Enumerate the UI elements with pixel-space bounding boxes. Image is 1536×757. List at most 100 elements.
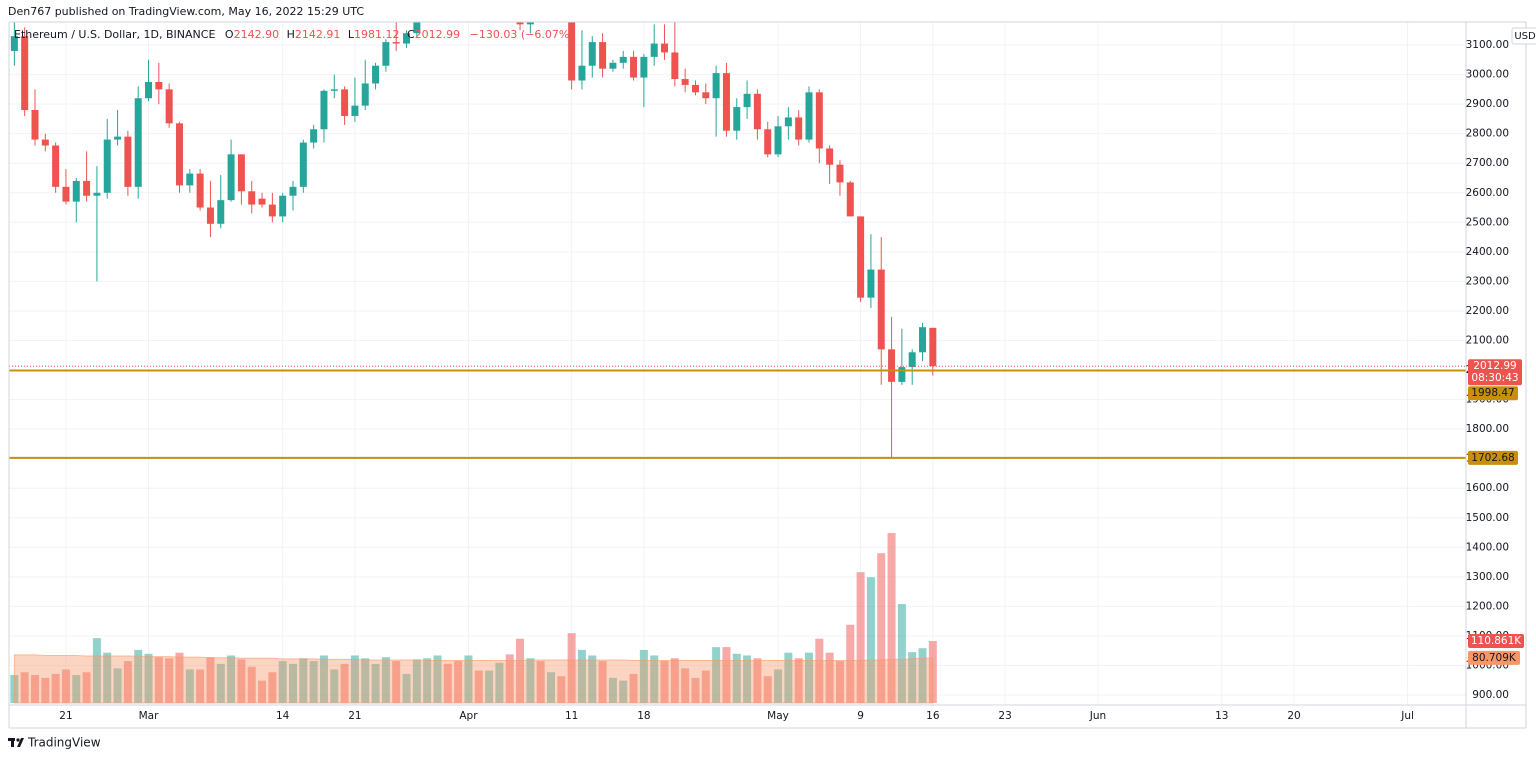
volume-bar — [350, 655, 359, 703]
candle-body — [206, 207, 214, 224]
volume-bar — [412, 659, 421, 703]
volume-bar — [144, 653, 153, 703]
volume-bar — [866, 577, 875, 703]
volume-bar — [392, 661, 401, 703]
x-tick-label: 18 — [637, 710, 650, 722]
symbol: Ethereum / U.S. Dollar, 1D, BINANCE — [14, 28, 215, 41]
volume-bar — [227, 655, 236, 703]
volume-bar — [701, 670, 710, 703]
candle-body — [630, 56, 638, 78]
candle-body — [805, 92, 813, 140]
y-tick-label: 2600.00 — [1466, 187, 1509, 199]
volume-bar — [567, 633, 576, 703]
volume-bar — [784, 652, 793, 703]
volume-box — [1468, 634, 1524, 649]
candle-body — [175, 123, 183, 186]
candle-body — [361, 83, 369, 106]
x-tick-label: 16 — [926, 710, 940, 722]
volume-bar — [134, 649, 143, 703]
candle-body — [764, 129, 772, 155]
candle-body — [330, 89, 338, 91]
y-tick-label: 2300.00 — [1466, 275, 1509, 287]
volume-bar — [92, 638, 101, 703]
y-tick-label: 2700.00 — [1466, 157, 1509, 169]
candle-body — [516, 22, 524, 25]
volume-bar — [619, 680, 628, 703]
candle-body — [691, 84, 699, 93]
volume-bar — [732, 653, 741, 703]
volume-bar — [41, 677, 50, 703]
candle-body — [134, 98, 142, 187]
volume-bar — [887, 533, 896, 703]
volume-bar — [877, 553, 886, 703]
x-tick-label: Jun — [1089, 710, 1106, 722]
volume-bar — [423, 658, 432, 703]
volume-bar — [650, 655, 659, 703]
volume-bar — [547, 672, 555, 703]
volume-bar — [340, 663, 349, 703]
candle-body — [41, 139, 49, 146]
candle-body — [341, 89, 349, 116]
volume-bar — [402, 673, 411, 703]
volume-bar — [103, 652, 112, 703]
volume-bar — [216, 663, 225, 703]
volume-bar — [908, 652, 917, 703]
price-pane — [9, 22, 1466, 459]
volume-ma-box — [1468, 650, 1520, 665]
volume-bar — [464, 655, 473, 703]
candle-body — [103, 139, 111, 193]
y-tick-label: 2900.00 — [1466, 98, 1509, 110]
ohlc-value: 2142.91 — [295, 28, 341, 41]
volume-pane — [10, 533, 937, 704]
currency-badge[interactable] — [1511, 27, 1536, 45]
volume-bar — [258, 680, 267, 703]
candle-body — [299, 142, 307, 187]
volume-bar — [82, 672, 91, 703]
candle-body — [382, 42, 390, 66]
volume-bar — [237, 659, 246, 703]
y-tick-label: 1300.00 — [1466, 571, 1509, 583]
candle-body — [52, 145, 60, 187]
candle-body — [372, 65, 380, 84]
volume-bar — [381, 657, 390, 703]
volume-bar — [505, 654, 514, 703]
x-tick-label: 20 — [1287, 710, 1300, 722]
candle-body — [93, 192, 101, 196]
y-tick-label: 3000.00 — [1466, 69, 1509, 81]
x-tick-label: 23 — [998, 710, 1011, 722]
volume-bar — [598, 661, 607, 703]
candle-body — [661, 43, 669, 53]
volume-bar — [206, 657, 215, 703]
x-tick-label: Mar — [139, 710, 159, 722]
volume-ma-label: 80.709K — [1472, 652, 1517, 664]
level-box — [1468, 386, 1518, 401]
candle-body — [702, 92, 710, 99]
volume-bar — [474, 670, 483, 703]
candle-body — [888, 349, 896, 382]
currency: USD — [1514, 31, 1536, 42]
x-tick-label: 14 — [276, 710, 290, 722]
candle-body — [795, 117, 803, 140]
candle-body — [681, 79, 689, 85]
candle-body — [908, 352, 916, 368]
volume-bar — [691, 677, 700, 703]
candle-body — [671, 52, 679, 80]
volume-bar — [794, 658, 803, 703]
candle-body — [753, 93, 761, 130]
x-tick-label: 21 — [348, 710, 361, 722]
candle-body — [526, 22, 534, 25]
candle-body — [784, 117, 792, 127]
volume-bar — [123, 661, 132, 703]
candle-body — [919, 327, 927, 353]
y-tick-label: 900.00 — [1472, 689, 1509, 701]
candle-body — [310, 129, 318, 143]
candle-body — [114, 136, 122, 140]
candle-body — [568, 22, 576, 81]
volume-bar — [113, 668, 122, 703]
candle-body — [248, 191, 256, 205]
candle-body — [165, 89, 173, 124]
ohlc-value: 1981.12 — [354, 28, 400, 41]
candle-body — [578, 65, 586, 81]
